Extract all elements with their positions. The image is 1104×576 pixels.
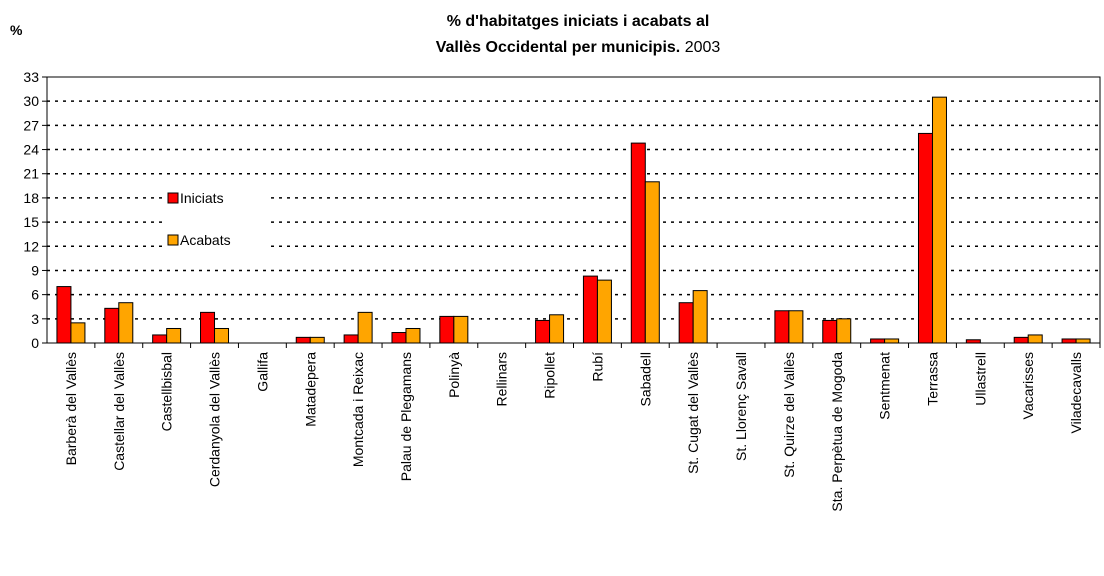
bar: [166, 327, 182, 344]
bar: [774, 310, 790, 344]
x-tick-label: Sta. Perpètua de Mogoda: [829, 352, 845, 512]
bar: [1075, 338, 1091, 344]
bar: [788, 310, 804, 344]
bar: [884, 338, 900, 344]
x-tick-label: Ripollet: [542, 352, 558, 399]
bar: [56, 286, 72, 344]
bar: [870, 338, 886, 344]
bar: [405, 327, 421, 344]
bar: [357, 311, 373, 344]
bar: [200, 311, 216, 344]
x-tick-label: Castellar del Vallès: [111, 352, 127, 471]
bar: [644, 181, 660, 344]
x-tick-label: Montcada i Reixac: [350, 352, 366, 467]
bar: [439, 315, 455, 344]
chart-subtitle: 2003: [685, 39, 721, 56]
bar: [214, 327, 230, 344]
y-tick-label: 0: [31, 335, 39, 351]
x-tick-label: Viladecavalls: [1068, 352, 1084, 433]
legend-swatch: [167, 234, 179, 246]
x-tick-label: Palau de Plegamans: [398, 352, 414, 481]
bar: [152, 334, 168, 344]
bar: [1061, 338, 1077, 344]
bar: [295, 336, 311, 344]
chart-title: Vallès Occidental per municipis.: [436, 39, 681, 56]
bar: [535, 319, 551, 344]
bar: [391, 332, 407, 344]
y-axis-label: %: [10, 22, 23, 38]
x-tick-label: Rubí: [589, 352, 605, 382]
x-tick-label: Rellinars: [494, 352, 510, 406]
x-tick-label: Ullastrell: [972, 352, 988, 406]
bar: [309, 336, 325, 344]
y-tick-label: 30: [23, 93, 39, 109]
bar: [118, 302, 134, 344]
y-tick-label: 9: [31, 262, 39, 278]
y-tick-label: 12: [23, 238, 39, 254]
x-tick-label: Vacarisses: [1020, 352, 1036, 419]
bar: [1027, 334, 1043, 344]
y-tick-label: 15: [23, 214, 39, 230]
x-tick-label: St. Cugat del Vallès: [685, 352, 701, 474]
bar: [70, 322, 86, 344]
y-tick-label: 3: [31, 311, 39, 327]
x-tick-label: Barberà del Vallès: [63, 352, 79, 465]
bar: [1013, 336, 1029, 344]
legend-label: Acabats: [180, 232, 231, 248]
bar: [836, 318, 852, 344]
bar: [104, 307, 120, 344]
bar: [453, 315, 469, 344]
x-tick-label: Sentmenat: [877, 352, 893, 420]
x-tick-label: Cerdanyola del Vallès: [207, 352, 223, 487]
bar: [822, 319, 838, 344]
bar: [549, 314, 565, 344]
y-tick-label: 24: [23, 142, 39, 158]
y-tick-label: 33: [23, 69, 39, 85]
bar: [965, 339, 981, 344]
bar: [931, 96, 947, 344]
bar: [917, 132, 933, 344]
legend-swatch: [167, 192, 179, 204]
bar: [596, 279, 612, 344]
y-tick-label: 27: [23, 117, 39, 133]
y-tick-label: 6: [31, 287, 39, 303]
y-tick-label: 21: [23, 166, 39, 182]
x-tick-label: Polinyà: [446, 352, 462, 398]
x-tick-label: St. Quirze del Vallès: [781, 352, 797, 478]
bar: [343, 334, 359, 344]
legend-label: Iniciats: [180, 190, 224, 206]
chart-title-line: Vallès Occidental per municipis. 2003: [436, 39, 721, 56]
x-tick-label: Sabadell: [637, 352, 653, 407]
x-tick-label: Gallifa: [254, 352, 270, 392]
y-tick-label: 18: [23, 190, 39, 206]
x-tick-label: Terrassa: [924, 352, 940, 406]
x-tick-label: St. Llorenç Savall: [733, 352, 749, 461]
legend-background: [162, 186, 270, 258]
chart-title: % d'habitatges iniciats i acabats al: [447, 13, 710, 30]
bar: [630, 142, 646, 344]
bar: [692, 290, 708, 344]
bar: [582, 275, 598, 344]
x-tick-label: Matadepera: [302, 352, 318, 427]
x-tick-label: Castellbisbal: [159, 352, 175, 431]
bar: [678, 302, 694, 344]
